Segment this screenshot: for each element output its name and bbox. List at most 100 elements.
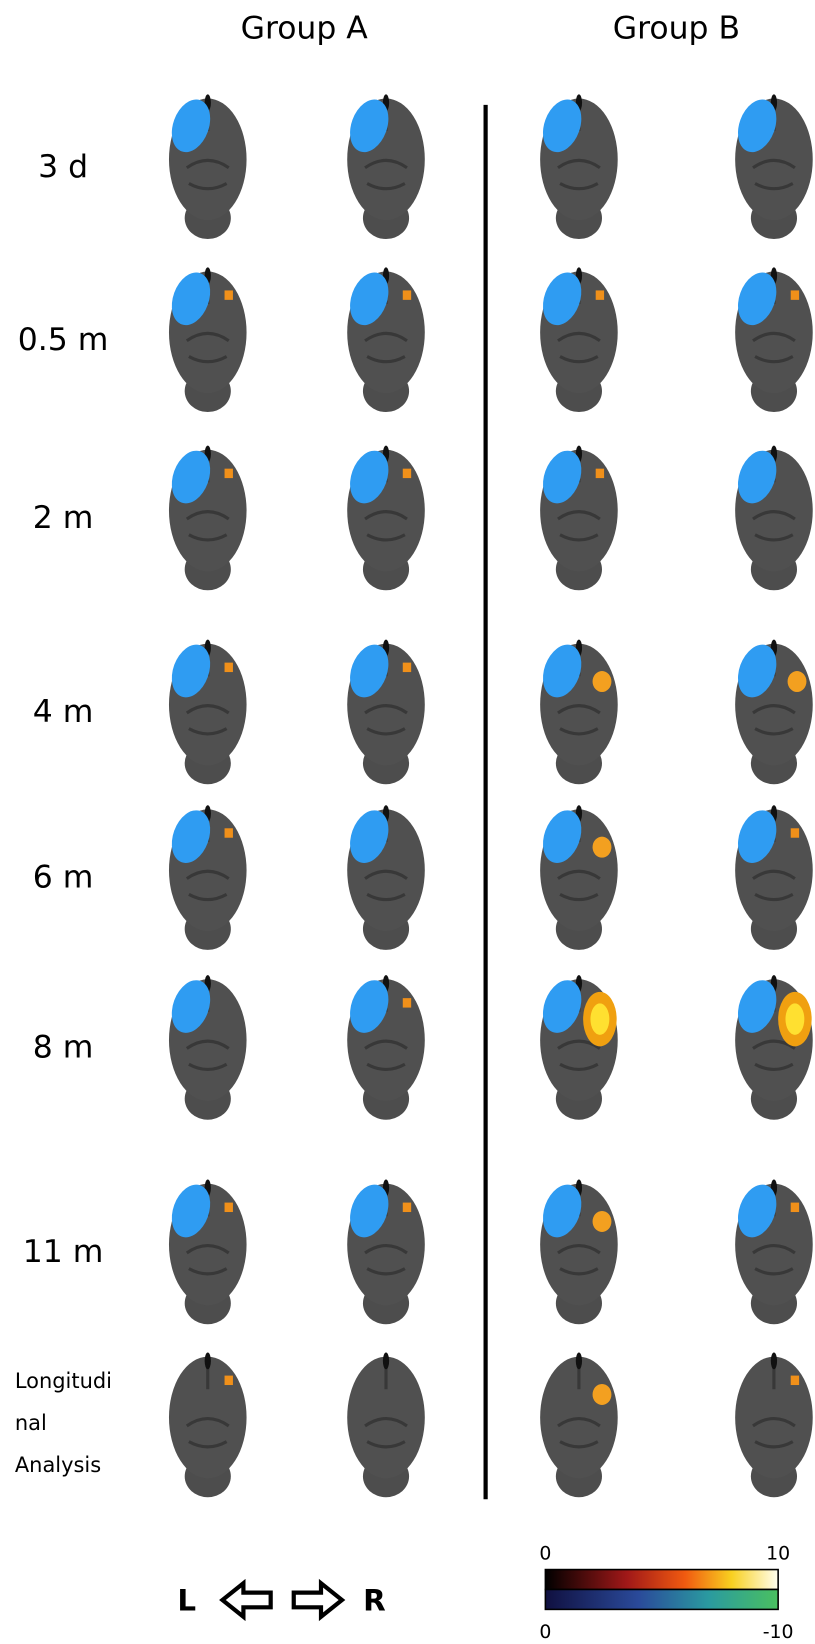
orange-activation: [402, 468, 412, 479]
colorbar-label: 0: [539, 1621, 551, 1643]
brain: [735, 1179, 813, 1325]
arrow-right: [291, 1578, 346, 1622]
row-label: 2 m: [33, 500, 94, 536]
brain: [347, 639, 425, 785]
brain-midline: [382, 1352, 390, 1370]
brain: [168, 805, 247, 950]
brain: [347, 1179, 425, 1325]
orange-activation: [592, 1383, 612, 1405]
colorbar-negative: [544, 1588, 779, 1611]
brain-midline: [575, 1352, 583, 1370]
blue-activation: [737, 272, 777, 326]
yellow-activation: [785, 1003, 805, 1035]
orange-activation: [790, 1202, 800, 1213]
blue-activation: [737, 810, 777, 864]
orientation-left: L: [177, 1584, 196, 1618]
orientation-right: R: [363, 1584, 386, 1618]
blue-activation: [737, 644, 777, 698]
blue-activation: [171, 1184, 211, 1238]
blue-activation: [737, 450, 777, 504]
brain: [347, 975, 425, 1120]
brain: [540, 1179, 618, 1325]
blue-activation: [350, 450, 389, 504]
colorbar-label: 10: [766, 1542, 790, 1564]
brain-midline: [770, 1352, 778, 1370]
brain: [540, 94, 618, 240]
brain: [735, 639, 813, 785]
orange-activation: [592, 1210, 612, 1232]
colorbar-positive: [544, 1568, 779, 1591]
brain: [168, 975, 247, 1120]
brain: [735, 975, 813, 1120]
blue-activation: [542, 450, 582, 504]
row-label-line: nal: [15, 1411, 47, 1435]
brain: [540, 267, 618, 413]
yellow-activation: [590, 1003, 610, 1035]
orange-activation: [402, 662, 412, 673]
brain: [735, 1352, 813, 1498]
orange-activation: [224, 1202, 233, 1213]
orange-activation: [402, 290, 412, 300]
brain: [347, 267, 425, 413]
blue-activation: [737, 980, 777, 1033]
blue-activation: [350, 644, 389, 698]
orange-activation: [787, 671, 807, 692]
blue-activation: [350, 99, 389, 153]
blue-activation: [737, 99, 777, 153]
orange-activation: [592, 836, 612, 858]
orange-activation: [224, 468, 233, 479]
orange-activation: [595, 468, 605, 479]
orange-activation: [402, 998, 412, 1008]
row-label-line: Analysis: [15, 1453, 101, 1477]
row-label: 0.5 m: [18, 322, 109, 358]
column-header: Group B: [613, 10, 740, 46]
blue-activation: [171, 272, 211, 326]
brain: [168, 1179, 247, 1325]
orange-activation: [592, 671, 612, 692]
colorbar-label: 0: [539, 1542, 551, 1564]
brain: [540, 639, 618, 785]
brain: [735, 445, 813, 591]
blue-activation: [542, 99, 582, 153]
brain: [347, 805, 425, 950]
row-label: 6 m: [33, 860, 94, 896]
blue-activation: [171, 644, 211, 698]
column-header: Group A: [241, 10, 369, 46]
colorbar-label: -10: [763, 1621, 794, 1643]
brain: [168, 639, 247, 785]
blue-activation: [350, 980, 389, 1033]
row-label: 11 m: [23, 1234, 104, 1270]
orange-activation: [790, 290, 800, 300]
row-label: 8 m: [33, 1029, 94, 1065]
brain: [540, 805, 618, 950]
blue-activation: [542, 980, 582, 1033]
orange-activation: [224, 290, 233, 300]
blue-activation: [171, 810, 211, 864]
row-label: 3 d: [38, 149, 88, 185]
brain: [347, 1352, 425, 1498]
brain: [735, 805, 813, 950]
orange-activation: [402, 1202, 412, 1213]
blue-activation: [542, 810, 582, 864]
brain: [735, 94, 813, 240]
brain: [168, 1352, 247, 1498]
brain: [540, 445, 618, 591]
orange-activation: [790, 1375, 800, 1386]
orange-activation: [224, 828, 233, 838]
blue-activation: [542, 644, 582, 698]
arrow-left: [219, 1578, 273, 1622]
row-label-line: Longitudi: [15, 1369, 112, 1393]
blue-activation: [542, 272, 582, 326]
blue-activation: [171, 99, 211, 153]
blue-activation: [542, 1184, 582, 1238]
brain: [540, 1352, 618, 1498]
brain: [347, 94, 425, 240]
blue-activation: [171, 450, 211, 504]
blue-activation: [350, 1184, 389, 1238]
blue-activation: [350, 810, 389, 864]
brain-grid: [168, 94, 813, 1498]
brain: [347, 445, 425, 591]
brain: [168, 267, 247, 413]
